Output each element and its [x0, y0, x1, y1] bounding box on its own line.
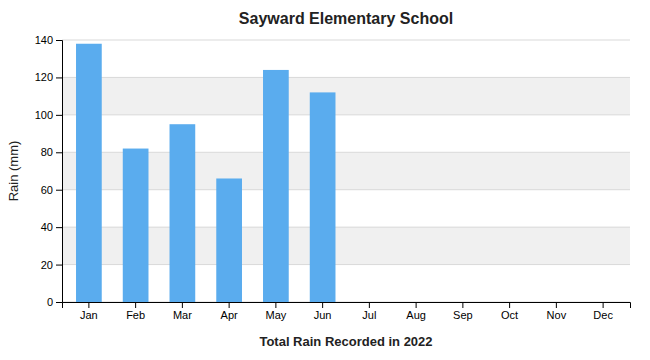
x-tick-label: Apr — [221, 309, 238, 321]
y-tick-mark — [56, 40, 62, 41]
bar — [590, 302, 616, 303]
y-tick-mark — [56, 227, 62, 228]
y-tick-mark — [56, 115, 62, 116]
y-tick-label: 0 — [47, 296, 53, 308]
y-tick-label: 100 — [35, 109, 53, 121]
y-tick: 40 — [41, 221, 62, 233]
x-tick: Jan — [80, 302, 98, 321]
x-tick-label: Aug — [406, 309, 426, 321]
x-tick-label: Dec — [593, 309, 613, 321]
x-axis-title: Total Rain Recorded in 2022 — [259, 334, 432, 349]
y-tick: 100 — [35, 109, 62, 121]
chart: Jan Feb Mar Apr May Jun Jul Aug Sep Oct Nov Dec 0 20 4… — [0, 0, 650, 360]
x-tick-mark — [509, 302, 510, 308]
x-tick-label: Oct — [501, 309, 518, 321]
bar — [76, 44, 102, 302]
x-tick-label: May — [265, 309, 286, 321]
x-tick-mark — [229, 302, 230, 308]
y-axis-title: Rain (mm) — [6, 141, 21, 202]
x-tick: Jul — [362, 302, 376, 321]
y-tick-label: 140 — [35, 34, 53, 46]
y-tick-label: 60 — [41, 184, 53, 196]
x-tick: Apr — [221, 302, 238, 321]
y-tick-mark — [56, 77, 62, 78]
bar — [544, 302, 570, 303]
bar — [450, 302, 476, 303]
bar — [216, 178, 242, 302]
y-tick: 80 — [41, 146, 62, 158]
x-tick: Feb — [126, 302, 145, 321]
x-tick-label: Jun — [314, 309, 332, 321]
x-tick-label: Nov — [547, 309, 567, 321]
grid — [62, 40, 630, 302]
bar — [123, 149, 149, 302]
x-tick-mark — [275, 302, 276, 308]
grid-line — [62, 77, 630, 78]
grid-line — [62, 114, 630, 115]
bar — [497, 302, 523, 303]
y-tick: 0 — [47, 296, 62, 308]
x-tick-mark — [603, 302, 604, 308]
y-tick-mark — [56, 190, 62, 191]
y-tick: 120 — [35, 71, 62, 83]
x-tick: Mar — [173, 302, 192, 321]
x-tick-mark — [88, 302, 89, 308]
x-tick-mark — [369, 302, 370, 308]
x-tick: Jun — [314, 302, 332, 321]
x-tick: Nov — [547, 302, 567, 321]
bars — [76, 44, 335, 302]
bar — [263, 70, 289, 302]
x-tick: May — [265, 302, 286, 321]
title: Sayward Elementary School — [239, 10, 453, 27]
x-tick-mark — [416, 302, 417, 308]
y-tick-label: 120 — [35, 71, 53, 83]
y-tick-mark — [56, 302, 62, 303]
y-tick-mark — [56, 265, 62, 266]
x-tick: Oct — [501, 302, 518, 321]
x-tick-mark — [556, 302, 557, 308]
x-axis: Jan Feb Mar Apr May Jun Jul Aug Sep Oct Nov Dec — [63, 302, 631, 321]
y-tick-label: 40 — [41, 221, 53, 233]
y-axis: 0 20 40 60 80 100 120 140 — [35, 34, 63, 308]
band — [62, 77, 630, 114]
x-tick-label: Mar — [173, 309, 192, 321]
x-axis-line — [63, 303, 631, 309]
y-tick: 60 — [41, 184, 62, 196]
y-axis-line — [56, 41, 63, 303]
y-tick: 140 — [35, 34, 62, 46]
x-tick-label: Sep — [453, 309, 473, 321]
grid-line — [62, 40, 630, 41]
x-tick-mark — [322, 302, 323, 308]
x-tick: Aug — [406, 302, 426, 321]
bar — [310, 92, 336, 302]
x-tick-mark — [462, 302, 463, 308]
y-tick: 20 — [41, 259, 62, 271]
x-tick-label: Jan — [80, 309, 98, 321]
x-tick: Sep — [453, 302, 473, 321]
bar — [403, 302, 429, 303]
x-tick-label: Jul — [362, 309, 376, 321]
x-tick: Dec — [593, 302, 613, 321]
bar — [357, 302, 383, 303]
plot: Jan Feb Mar Apr May Jun Jul Aug Sep Oct Nov Dec 0 20 4… — [35, 34, 631, 321]
y-tick-mark — [56, 152, 62, 153]
x-tick-label: Feb — [126, 309, 145, 321]
bar — [170, 124, 196, 302]
x-tick-mark — [182, 302, 183, 308]
x-tick-mark — [135, 302, 136, 308]
y-tick-label: 80 — [41, 146, 53, 158]
y-tick-label: 20 — [41, 259, 53, 271]
